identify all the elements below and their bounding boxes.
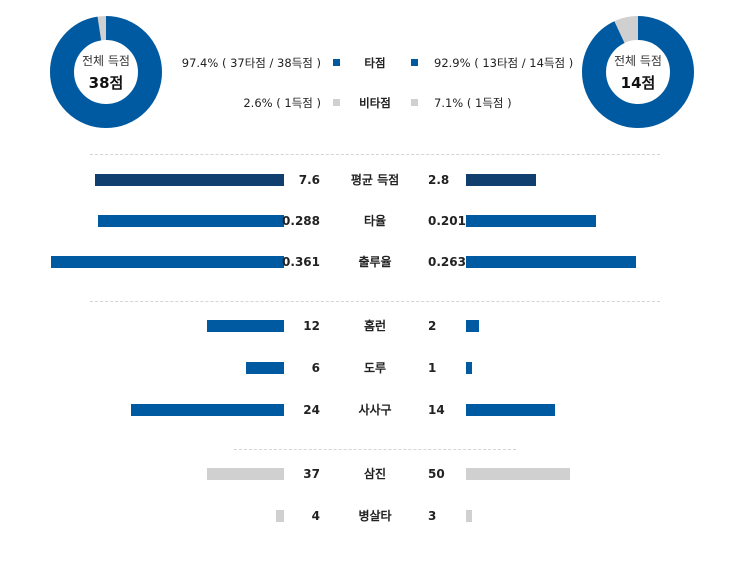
right-value: 1 xyxy=(428,361,437,375)
left-total-label: 전체 득점 xyxy=(82,53,130,68)
separator-2 xyxy=(90,301,660,302)
left-value: 12 xyxy=(303,319,320,333)
stat-row: 6 도루 1 xyxy=(0,358,750,378)
legend-hit-right-swatch xyxy=(411,59,418,66)
left-total-donut: 전체 득점 38점 xyxy=(50,16,162,128)
right-bar xyxy=(466,174,536,186)
left-total-value: 38점 xyxy=(88,73,124,92)
legend-row-nonhit: 2.6% ( 1득점 ) 비타점 7.1% ( 1득점 ) xyxy=(150,93,600,113)
left-value: 37 xyxy=(303,467,320,481)
left-bar xyxy=(95,174,284,186)
stat-row: 12 홈런 2 xyxy=(0,316,750,336)
right-value: 50 xyxy=(428,467,445,481)
right-value: 0.263 xyxy=(428,255,466,269)
category-label: 타율 xyxy=(363,214,387,228)
category-label: 출루율 xyxy=(358,255,392,269)
right-bar xyxy=(466,320,479,332)
right-bar xyxy=(466,362,472,374)
left-value: 0.361 xyxy=(282,255,320,269)
stat-row: 0.361 출루율 0.263 xyxy=(0,252,750,272)
right-donut-hit-segment xyxy=(582,16,694,128)
left-bar xyxy=(131,404,284,416)
separator-3 xyxy=(234,449,516,450)
left-donut-graphic xyxy=(50,16,162,128)
category-label: 평균 득점 xyxy=(350,173,400,187)
legend-row-hit: 97.4% ( 37타점 / 38득점 ) 타점 92.9% ( 13타점 / … xyxy=(150,53,600,73)
right-total-donut: 전체 득점 14점 xyxy=(582,16,694,128)
left-bar xyxy=(276,510,284,522)
right-value: 2 xyxy=(428,319,437,333)
category-label: 홈런 xyxy=(363,319,387,333)
right-bar xyxy=(466,468,570,480)
right-donut-graphic xyxy=(582,16,694,128)
category-label: 도루 xyxy=(363,361,387,375)
right-value: 3 xyxy=(428,509,437,523)
category-label: 병살타 xyxy=(358,509,392,523)
stat-row: 7.6 평균 득점 2.8 xyxy=(0,170,750,190)
left-donut-hit-segment xyxy=(50,16,162,128)
left-value: 4 xyxy=(311,509,320,523)
right-value: 14 xyxy=(428,403,445,417)
right-bar xyxy=(466,215,596,227)
left-bar xyxy=(207,320,284,332)
legend-nonhit-right-swatch xyxy=(411,99,418,106)
separator-1 xyxy=(90,154,660,155)
legend-nonhit-left-value: 2.6% ( 1득점 ) xyxy=(243,96,321,110)
stat-row: 0.288 타율 0.201 xyxy=(0,211,750,231)
left-value: 7.6 xyxy=(298,173,320,187)
left-bar xyxy=(51,256,284,268)
left-value: 24 xyxy=(303,403,320,417)
legend-hit-right-value: 92.9% ( 13타점 / 14득점 ) xyxy=(434,56,574,70)
right-bar xyxy=(466,404,555,416)
legend-hit-label: 타점 xyxy=(364,56,386,70)
left-value: 0.288 xyxy=(282,214,320,228)
legend-hit-left-value: 97.4% ( 37타점 / 38득점 ) xyxy=(181,56,321,70)
stat-row: 4 병살타 3 xyxy=(0,506,750,526)
right-total-label: 전체 득점 xyxy=(614,53,662,68)
legend-nonhit-label: 비타점 xyxy=(359,96,391,110)
category-label: 사사구 xyxy=(358,403,392,417)
legend-nonhit-right-value: 7.1% ( 1득점 ) xyxy=(434,96,512,110)
legend-hit-left-swatch xyxy=(333,59,340,66)
left-bar xyxy=(207,468,284,480)
right-bar xyxy=(466,256,636,268)
left-bar xyxy=(98,215,284,227)
category-label: 삼진 xyxy=(363,467,387,481)
stat-row: 37 삼진 50 xyxy=(0,464,750,484)
right-bar xyxy=(466,510,472,522)
right-value: 0.201 xyxy=(428,214,466,228)
right-value: 2.8 xyxy=(428,173,450,187)
left-value: 6 xyxy=(311,361,320,375)
legend-nonhit-left-swatch xyxy=(333,99,340,106)
stat-row: 24 사사구 14 xyxy=(0,400,750,420)
right-total-value: 14점 xyxy=(620,73,656,92)
left-bar xyxy=(246,362,284,374)
